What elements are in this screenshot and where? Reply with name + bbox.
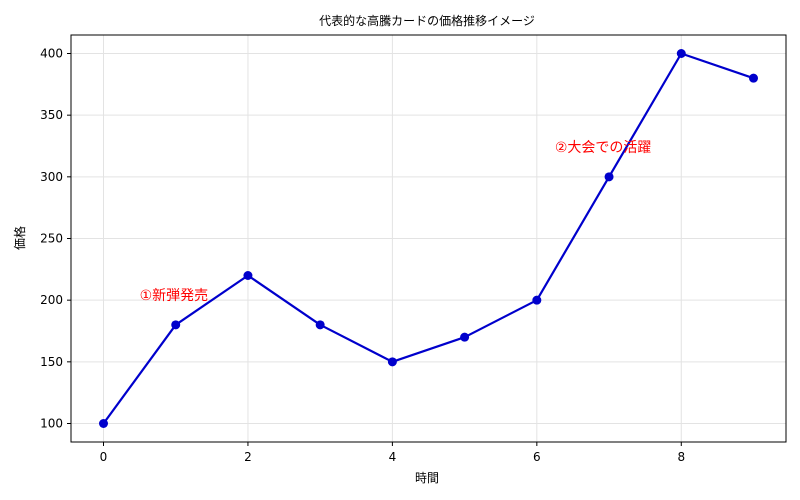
grid: [71, 35, 786, 442]
annotation-layer: ①新弾発売 ②大会での活躍: [140, 140, 652, 304]
chart-title: 代表的な高騰カードの価格推移イメージ: [319, 13, 535, 28]
x-axis-label: 時間: [415, 471, 439, 485]
x-tick-label: 4: [389, 450, 397, 464]
series-layer: [99, 49, 758, 428]
x-tick-label: 6: [533, 450, 541, 464]
data-point: [604, 172, 614, 182]
x-tick-label: 0: [100, 450, 108, 464]
series-line: [102, 52, 754, 425]
y-axis: 100 150 200 250 300 350 400: [40, 47, 71, 431]
y-tick-label: 350: [40, 108, 63, 122]
data-point: [315, 320, 325, 330]
y-tick-label: 100: [40, 417, 63, 431]
x-tick-label: 2: [244, 450, 252, 464]
data-point: [387, 357, 397, 367]
data-point: [171, 320, 181, 330]
data-point: [676, 49, 686, 58]
x-tick-label: 8: [677, 450, 685, 464]
y-tick-label: 150: [40, 355, 63, 369]
y-tick-label: 250: [40, 232, 63, 246]
data-point: [460, 332, 470, 342]
data-point: [532, 295, 542, 305]
data-point: [99, 419, 108, 428]
y-tick-label: 300: [40, 170, 63, 184]
annotation-label: ①新弾発売: [140, 288, 209, 304]
y-tick-label: 400: [40, 47, 63, 61]
y-axis-label: 価格: [12, 226, 27, 250]
data-point: [749, 73, 758, 83]
y-tick-label: 200: [40, 293, 63, 307]
annotation-label: ②大会での活躍: [555, 140, 652, 156]
x-axis: 0 2 4 6 8: [100, 442, 685, 464]
data-point: [243, 271, 253, 280]
